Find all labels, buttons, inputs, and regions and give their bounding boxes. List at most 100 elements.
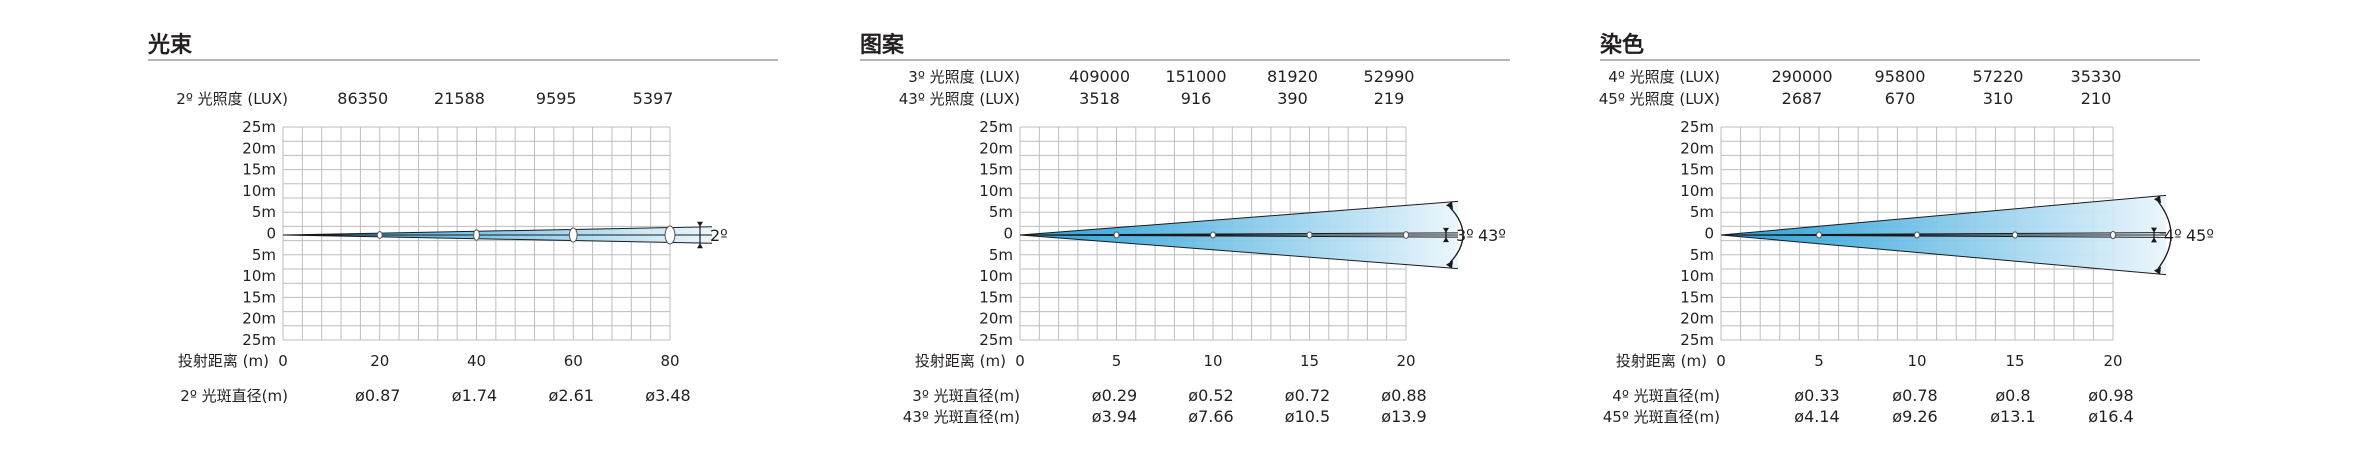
beam-edge <box>1019 234 1459 270</box>
y-tick-label: 25m <box>979 118 1013 136</box>
x-tick-label: 0 <box>278 352 288 370</box>
x-tick-label: 80 <box>660 352 679 370</box>
y-tick-label: 5m <box>1690 203 1714 221</box>
x-tick-label: 0 <box>1015 352 1025 370</box>
y-tick-label: 15m <box>1680 288 1714 306</box>
panel-1: 光束 2º 光照度 (LUX) 86350 21588 9595 5397 25m 20m 15… <box>147 32 778 405</box>
panel-3: 染色 4º 光照度 (LUX) 290000 95800 57220 35330 45º 光… <box>1599 32 2214 426</box>
angle-arc <box>2157 200 2172 270</box>
y-tick-label: 15m <box>242 288 276 306</box>
diameter-value: ø0.33 <box>1794 386 1839 405</box>
y-tick-label: 10m <box>979 182 1013 200</box>
y-tick-label: 10m <box>242 182 276 200</box>
y-tick-label: 25m <box>979 331 1013 349</box>
beam-angle-label: 43º <box>1478 226 1506 245</box>
diameter-value: ø13.9 <box>1381 407 1426 426</box>
spot-ellipse <box>473 229 480 241</box>
beam-edge <box>1720 234 2167 276</box>
lux-value: 390 <box>1277 89 1308 108</box>
y-tick-label: 25m <box>1680 331 1714 349</box>
x-tick-label: 20 <box>370 352 389 370</box>
diameter-value: ø0.98 <box>2088 386 2133 405</box>
x-axis-label: 投射距离 (m) <box>178 352 269 370</box>
lux-value: 290000 <box>1771 67 1832 86</box>
lux-value: 3518 <box>1079 89 1120 108</box>
spot-ellipse <box>568 227 578 243</box>
beam-angle-label: 3º <box>1456 226 1474 245</box>
y-tick-label: 25m <box>1680 118 1714 136</box>
x-tick-label: 5 <box>1112 352 1122 370</box>
y-tick-label: 15m <box>242 161 276 179</box>
spot-ellipse <box>1306 231 1313 239</box>
diameter-value: ø0.8 <box>1995 386 2030 405</box>
lux-value: 81920 <box>1267 67 1318 86</box>
diameter-row-label: 4º 光斑直径(m) <box>1612 387 1720 405</box>
y-tick-label: 5m <box>252 246 276 264</box>
lux-value: 310 <box>1983 89 2014 108</box>
diameter-value: ø9.26 <box>1892 407 1937 426</box>
x-axis-label: 投射距离 (m) <box>915 352 1006 370</box>
diameter-value: ø0.52 <box>1188 386 1233 405</box>
lux-value: 9595 <box>536 89 577 108</box>
lux-value: 916 <box>1181 89 1212 108</box>
x-tick-label: 15 <box>1300 352 1319 370</box>
y-tick-label: 15m <box>979 288 1013 306</box>
x-tick-label: 40 <box>467 352 486 370</box>
diameter-value: ø1.74 <box>452 386 497 405</box>
lux-value: 2687 <box>1782 89 1823 108</box>
spot-ellipse <box>664 225 676 245</box>
y-tick-label: 25m <box>242 118 276 136</box>
arrow-head <box>2151 227 2157 233</box>
diameter-row-label: 45º 光斑直径(m) <box>1603 408 1720 426</box>
y-tick-label: 5m <box>1690 246 1714 264</box>
x-tick-label: 60 <box>564 352 583 370</box>
diameter-value: ø4.14 <box>1794 407 1839 426</box>
lux-row-label: 4º 光照度 (LUX) <box>1608 68 1720 86</box>
x-tick-label: 10 <box>1907 352 1926 370</box>
panel-title: 染色 <box>1600 32 1644 58</box>
lux-value: 95800 <box>1875 67 1926 86</box>
lux-row-label: 3º 光照度 (LUX) <box>908 68 1020 86</box>
y-tick-label: 25m <box>242 331 276 349</box>
y-tick-label: 10m <box>1680 182 1714 200</box>
y-tick-label: 20m <box>242 139 276 157</box>
spot-ellipse <box>2110 230 2116 240</box>
diameter-value: ø3.48 <box>645 386 690 405</box>
beam-edge <box>1019 200 1459 236</box>
lux-value: 57220 <box>1973 67 2024 86</box>
beam-edge <box>282 226 713 236</box>
diameter-row-label: 43º 光斑直径(m) <box>903 408 1020 426</box>
spot-ellipse <box>1914 231 1920 239</box>
x-tick-label: 5 <box>1814 352 1824 370</box>
arrow-head <box>697 243 703 249</box>
diameter-row-label: 2º 光斑直径(m) <box>180 387 288 405</box>
panel-title: 光束 <box>147 32 193 58</box>
diameter-value: ø3.94 <box>1092 407 1137 426</box>
beam-angle-label: 45º <box>2186 226 2214 245</box>
arrow-head <box>2154 195 2161 204</box>
y-tick-label: 0 <box>1704 225 1714 243</box>
y-tick-label: 20m <box>242 310 276 328</box>
beam-edge <box>1720 194 2167 236</box>
lux-value: 35330 <box>2071 67 2122 86</box>
lux-value: 219 <box>1374 89 1405 108</box>
beam-edge <box>282 234 713 244</box>
arrow-head <box>697 221 703 227</box>
lux-row-label: 43º 光照度 (LUX) <box>899 90 1020 108</box>
x-tick-label: 10 <box>1203 352 1222 370</box>
y-tick-label: 0 <box>266 225 276 243</box>
y-tick-label: 10m <box>1680 267 1714 285</box>
beam-angle-label: 2º <box>710 226 728 245</box>
y-tick-label: 20m <box>1680 310 1714 328</box>
beam-angle-label: 4º <box>2164 226 2182 245</box>
angle-arc <box>1449 206 1464 264</box>
y-tick-label: 20m <box>979 310 1013 328</box>
diameter-value: ø13.1 <box>1990 407 2035 426</box>
x-tick-label: 20 <box>2103 352 2122 370</box>
lux-row-label: 45º 光照度 (LUX) <box>1599 90 1720 108</box>
lux-value: 86350 <box>337 89 388 108</box>
diameter-value: ø2.61 <box>549 386 594 405</box>
x-tick-label: 0 <box>1716 352 1726 370</box>
